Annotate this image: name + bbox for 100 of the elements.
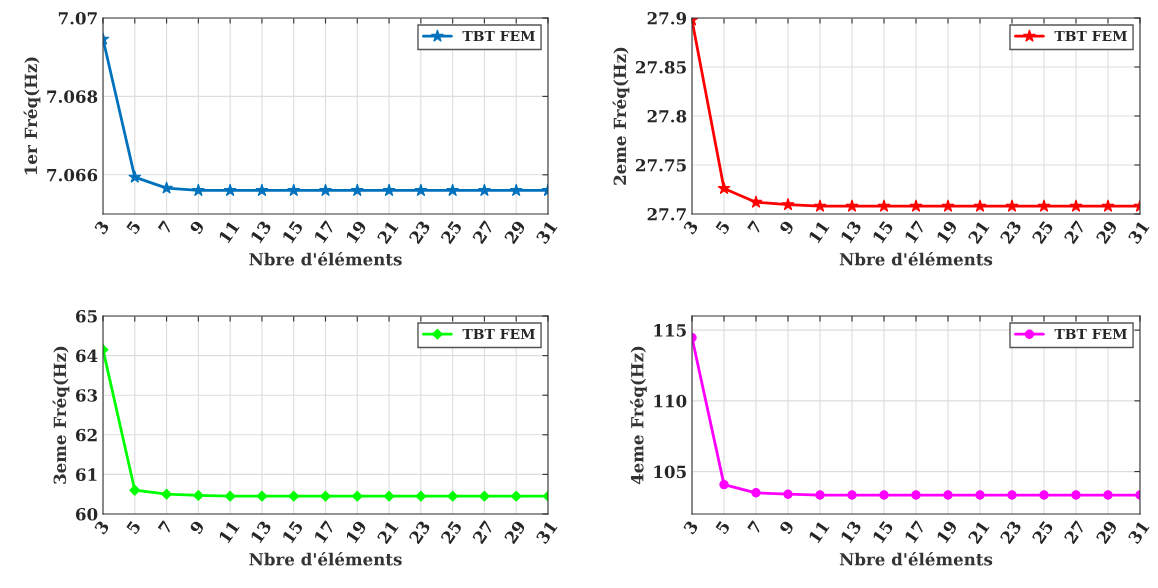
point <box>749 195 763 208</box>
point <box>847 490 857 500</box>
y-axis-title: 2eme Fréq(Hz) <box>612 47 630 185</box>
x-axis-title: Nbre d'éléments <box>839 252 993 266</box>
x-tick-label: 31 <box>535 220 558 245</box>
y-tick-label: 7.066 <box>47 168 98 182</box>
x-tick-label: 9 <box>189 219 206 236</box>
x-tick-label: 19 <box>936 219 959 244</box>
x-tick-label: 5 <box>715 220 731 235</box>
point <box>447 490 459 502</box>
x-tick-label: 29 <box>1095 219 1119 245</box>
x-tick-label: 25 <box>440 220 463 245</box>
legend-label: TBT FEM <box>1054 30 1127 42</box>
point <box>479 490 490 502</box>
y-tick-label: 27.85 <box>636 60 686 74</box>
x-tick-label: 27 <box>472 220 495 245</box>
x-axis-title: Nbre d'éléments <box>249 552 402 566</box>
x-tick-label: 9 <box>189 519 206 536</box>
x-tick-label: 31 <box>535 520 558 545</box>
point <box>911 490 921 500</box>
x-tick-label: 25 <box>1031 220 1054 245</box>
x-tick-label: 23 <box>999 519 1022 545</box>
point <box>288 490 300 502</box>
y-tick-label: 7.07 <box>58 11 97 25</box>
x-tick-label: 23 <box>999 219 1022 245</box>
x-tick-label: 3 <box>682 219 699 235</box>
x-tick-label: 9 <box>778 219 795 236</box>
x-tick-label: 5 <box>126 220 142 235</box>
x-tick-label: 17 <box>313 220 336 244</box>
point <box>255 183 269 197</box>
x-tick-label: 17 <box>904 520 926 544</box>
x-tick-label: 23 <box>408 519 431 545</box>
point <box>477 183 491 197</box>
point <box>129 484 141 496</box>
point <box>350 183 364 197</box>
point <box>717 181 731 195</box>
point <box>1007 490 1017 500</box>
x-tick-label: 17 <box>904 220 926 244</box>
point <box>815 490 825 500</box>
y-axis-title: 4eme Fréq(Hz) <box>630 346 647 485</box>
x-tick-label: 7 <box>747 520 763 535</box>
x-tick-label: 15 <box>872 220 894 244</box>
point <box>224 490 236 502</box>
y-tick-label: 63 <box>76 389 98 402</box>
x-tick-label: 21 <box>967 520 990 545</box>
y-tick-label: 65 <box>76 309 97 323</box>
point <box>446 183 460 197</box>
y-tick-label: 64 <box>76 349 98 363</box>
x-tick-label: 3 <box>93 219 110 235</box>
x-tick-label: 5 <box>715 520 731 535</box>
x-tick-label: 25 <box>1031 520 1054 545</box>
y-tick-label: 7.068 <box>47 90 98 103</box>
x-tick-label: 11 <box>218 520 240 544</box>
x-axis-title: Nbre d'éléments <box>249 252 402 266</box>
x-tick-label: 31 <box>1127 220 1150 245</box>
point <box>128 170 142 183</box>
point <box>877 199 891 212</box>
y-tick-label: 27.9 <box>647 11 687 25</box>
y-tick-label: 27.7 <box>647 207 686 221</box>
y-tick-label: 105 <box>654 465 686 479</box>
y-tick-label: 27.75 <box>636 158 686 172</box>
x-tick-label: 13 <box>840 219 862 244</box>
point <box>192 489 204 501</box>
point <box>719 479 729 490</box>
y-tick-label: 115 <box>654 324 686 337</box>
legend-label: TBT FEM <box>462 328 535 340</box>
x-tick-label: 17 <box>313 520 336 544</box>
x-tick-label: 29 <box>503 519 527 545</box>
x-tick-label: 5 <box>126 520 142 535</box>
y-axis-title: 3eme Fréq(Hz) <box>52 346 70 484</box>
x-tick-label: 21 <box>967 220 990 245</box>
point <box>256 490 268 502</box>
x-tick-label: 15 <box>281 520 304 544</box>
y-tick-label: 62 <box>76 428 97 442</box>
point <box>319 183 332 197</box>
x-tick-label: 25 <box>440 520 463 545</box>
x-tick-label: 3 <box>682 519 699 535</box>
point <box>414 183 428 197</box>
point <box>1005 199 1019 212</box>
x-tick-label: 13 <box>250 519 272 544</box>
point <box>1101 199 1115 212</box>
point <box>191 183 205 197</box>
point <box>909 199 923 212</box>
point <box>1039 490 1049 500</box>
x-tick-label: 19 <box>345 519 368 544</box>
y-tick-label: 110 <box>654 394 687 408</box>
point <box>320 490 331 502</box>
x-tick-label: 19 <box>345 219 368 244</box>
x-tick-label: 15 <box>872 520 894 544</box>
x-tick-label: 11 <box>218 220 240 244</box>
x-tick-label: 7 <box>747 220 763 235</box>
point <box>813 199 827 212</box>
point <box>509 183 523 197</box>
x-tick-label: 27 <box>1063 220 1086 245</box>
y-tick-label: 27.8 <box>647 109 687 123</box>
x-tick-label: 7 <box>157 220 173 235</box>
x-tick-label: 29 <box>503 219 527 245</box>
point <box>751 488 761 498</box>
point <box>879 490 889 500</box>
x-tick-label: 23 <box>408 219 431 245</box>
